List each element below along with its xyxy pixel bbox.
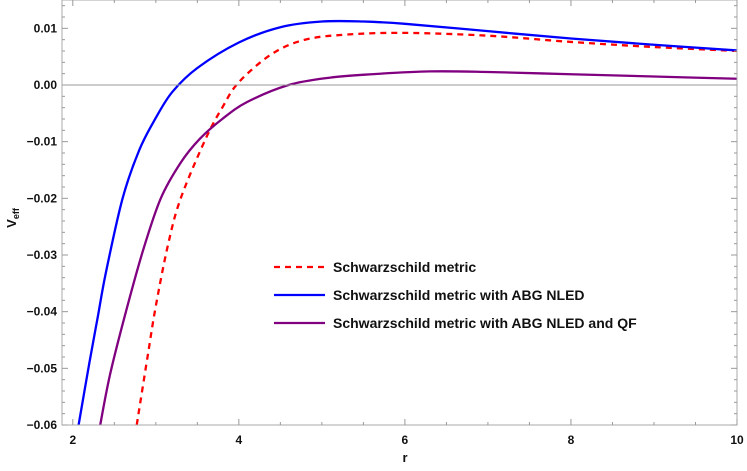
- axes-frame: [61, 0, 738, 426]
- y-tick-label: −0.01: [27, 135, 58, 149]
- legend-label-2: Schwarzschild metric with ABG NLED and Q…: [333, 315, 637, 331]
- curves: [77, 19, 737, 425]
- y-tick-label: 0.01: [34, 21, 58, 35]
- plot-frame: [61, 0, 738, 426]
- legend: Schwarzschild metric Schwarzschild metric…: [274, 259, 637, 331]
- x-axis-label: r: [402, 450, 407, 465]
- x-tick-label: 6: [402, 433, 409, 447]
- ticks: 2 4 6 8 10 −0.06 −0.05 −0.04 −0.03 −0.02 −0.01 0.00…: [27, 0, 744, 447]
- y-tick-label: −0.02: [27, 191, 58, 205]
- y-tick-label: −0.05: [27, 361, 58, 375]
- legend-label-1: Schwarzschild metric with ABG NLED: [333, 287, 585, 303]
- series-line-2: [99, 70, 737, 425]
- legend-label-0: Schwarzschild metric: [333, 259, 476, 275]
- series-line-0: [135, 31, 737, 425]
- x-tick-label: 10: [730, 433, 744, 447]
- y-tick-label: −0.06: [27, 418, 58, 432]
- series-line-1: [77, 19, 737, 425]
- y-tick-label: −0.03: [27, 248, 58, 262]
- y-tick-label: 0.00: [34, 78, 58, 92]
- x-tick-label: 8: [568, 433, 575, 447]
- x-tick-label: 2: [69, 433, 76, 447]
- x-tick-label: 4: [236, 433, 243, 447]
- y-tick-label: −0.04: [27, 305, 58, 319]
- y-axis-label: Veff: [4, 207, 21, 228]
